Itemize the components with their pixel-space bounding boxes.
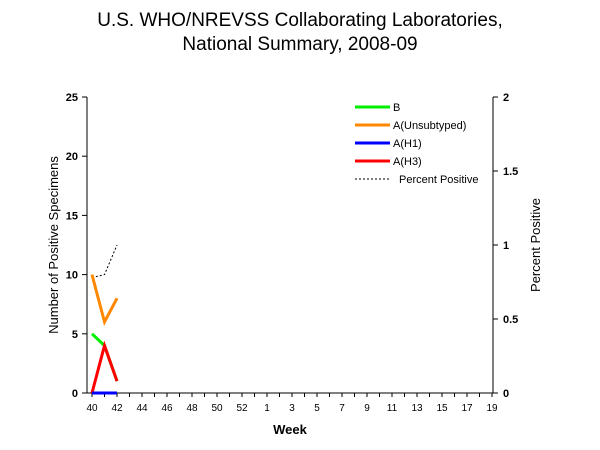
y-tick-label: 15 [66,210,78,222]
series-line-percent-positive [91,244,118,279]
y2-tick-label: 2 [503,92,509,104]
legend-label: B [393,102,400,114]
y2-axis-label: Percent Positive [528,198,543,292]
y2-tick-label: 1.5 [503,166,518,178]
x-axis-label: Week [273,422,307,437]
x-tick-label: 50 [211,403,223,414]
y-tick-label: 0 [72,388,78,400]
x-tick-label: 11 [387,403,398,414]
x-tick-label: 48 [186,403,198,414]
x-tick-label: 15 [436,403,448,414]
chart-title-line2: National Summary, 2008-09 [182,34,418,55]
x-tick-label: 13 [411,403,423,414]
y-tick-label: 5 [72,329,78,341]
x-tick-label: 46 [161,403,173,414]
x-tick-label: 44 [136,403,148,414]
legend-label: Percent Positive [399,174,478,186]
x-tick-label: 9 [364,403,370,414]
x-tick-label: 7 [339,403,345,414]
y2-tick-label: 0 [503,388,509,400]
legend-label: A(H3) [393,156,422,168]
x-tick-label: 17 [461,403,473,414]
y2-tick-label: 1 [503,240,509,252]
series-line-a-h3- [90,340,119,394]
x-tick-label: 3 [289,403,295,414]
y-tick-label: 20 [66,151,78,163]
x-tick-label: 5 [314,403,320,414]
x-tick-label: 1 [264,403,270,414]
y-axis-label: Number of Positive Specimens [46,156,61,334]
y2-tick-label: 0.5 [503,314,518,326]
series-line-a-unsubtyped- [90,274,119,327]
x-tick-label: 42 [111,403,123,414]
x-tick-label: 40 [86,403,98,414]
y-tick-label: 25 [66,92,78,104]
chart-title-line1: U.S. WHO/NREVSS Collaborating Laboratori… [97,10,503,31]
legend-label: A(Unsubtyped) [393,120,466,132]
y-tick-label: 10 [66,270,78,282]
x-tick-label: 19 [486,403,498,414]
legend-label: A(H1) [393,138,422,150]
x-tick-label: 52 [236,403,248,414]
